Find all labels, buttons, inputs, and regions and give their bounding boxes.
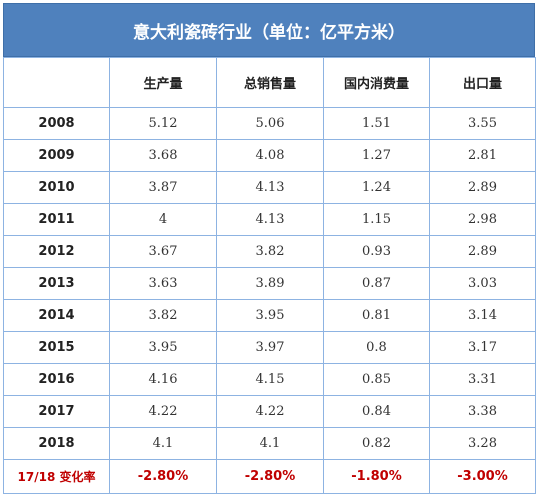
production-cell: 3.82 bbox=[109, 299, 217, 332]
table-row: 2013 3.63 3.89 0.87 3.03 bbox=[3, 267, 536, 300]
domestic-cell: 1.27 bbox=[323, 139, 430, 172]
change-total-sales-cell: -2.80% bbox=[216, 459, 324, 494]
header-cell-blank bbox=[3, 57, 110, 108]
production-cell: 3.68 bbox=[109, 139, 217, 172]
header-cell-total-sales: 总销售量 bbox=[216, 57, 324, 108]
change-domestic-cell: -1.80% bbox=[323, 459, 430, 494]
total-sales-cell: 4.13 bbox=[216, 171, 324, 204]
table-row: 2018 4.1 4.1 0.82 3.28 bbox=[3, 427, 536, 460]
total-sales-cell: 4.08 bbox=[216, 139, 324, 172]
production-cell: 3.87 bbox=[109, 171, 217, 204]
production-cell: 4 bbox=[109, 203, 217, 236]
header-cell-domestic: 国内消费量 bbox=[323, 57, 430, 108]
domestic-cell: 1.24 bbox=[323, 171, 430, 204]
table-title: 意大利瓷砖行业（单位：亿平方米） bbox=[3, 3, 535, 57]
change-rate-label: 17/18 变化率 bbox=[3, 459, 110, 494]
table-row: 2008 5.12 5.06 1.51 3.55 bbox=[3, 107, 536, 140]
table-row: 2014 3.82 3.95 0.81 3.14 bbox=[3, 299, 536, 332]
year-cell: 2012 bbox=[3, 235, 110, 268]
year-cell: 2017 bbox=[3, 395, 110, 428]
domestic-cell: 0.81 bbox=[323, 299, 430, 332]
domestic-cell: 0.87 bbox=[323, 267, 430, 300]
tile-industry-table-card: 意大利瓷砖行业（单位：亿平方米） 生产量 总销售量 国内消费量 出口量 2008… bbox=[3, 3, 536, 494]
total-sales-cell: 5.06 bbox=[216, 107, 324, 140]
table-row: 2011 4 4.13 1.15 2.98 bbox=[3, 203, 536, 236]
year-cell: 2014 bbox=[3, 299, 110, 332]
export-cell: 3.17 bbox=[429, 331, 536, 364]
table-row: 2015 3.95 3.97 0.8 3.17 bbox=[3, 331, 536, 364]
change-export-cell: -3.00% bbox=[429, 459, 536, 494]
total-sales-cell: 4.15 bbox=[216, 363, 324, 396]
domestic-cell: 0.85 bbox=[323, 363, 430, 396]
export-cell: 3.31 bbox=[429, 363, 536, 396]
production-cell: 4.22 bbox=[109, 395, 217, 428]
production-cell: 4.16 bbox=[109, 363, 217, 396]
change-rate-row: 17/18 变化率 -2.80% -2.80% -1.80% -3.00% bbox=[3, 459, 536, 494]
domestic-cell: 1.15 bbox=[323, 203, 430, 236]
header-row: 生产量 总销售量 国内消费量 出口量 bbox=[3, 57, 536, 108]
table-row: 2016 4.16 4.15 0.85 3.31 bbox=[3, 363, 536, 396]
total-sales-cell: 4.13 bbox=[216, 203, 324, 236]
year-cell: 2013 bbox=[3, 267, 110, 300]
export-cell: 3.55 bbox=[429, 107, 536, 140]
production-cell: 4.1 bbox=[109, 427, 217, 460]
header-cell-production: 生产量 bbox=[109, 57, 217, 108]
production-cell: 3.67 bbox=[109, 235, 217, 268]
total-sales-cell: 3.89 bbox=[216, 267, 324, 300]
data-table: 生产量 总销售量 国内消费量 出口量 2008 5.12 5.06 1.51 3… bbox=[3, 57, 536, 494]
table-row: 2012 3.67 3.82 0.93 2.89 bbox=[3, 235, 536, 268]
year-cell: 2015 bbox=[3, 331, 110, 364]
total-sales-cell: 4.1 bbox=[216, 427, 324, 460]
total-sales-cell: 3.82 bbox=[216, 235, 324, 268]
domestic-cell: 0.8 bbox=[323, 331, 430, 364]
table-row: 2017 4.22 4.22 0.84 3.38 bbox=[3, 395, 536, 428]
total-sales-cell: 4.22 bbox=[216, 395, 324, 428]
export-cell: 3.28 bbox=[429, 427, 536, 460]
total-sales-cell: 3.97 bbox=[216, 331, 324, 364]
export-cell: 2.89 bbox=[429, 171, 536, 204]
table-row: 2010 3.87 4.13 1.24 2.89 bbox=[3, 171, 536, 204]
production-cell: 5.12 bbox=[109, 107, 217, 140]
export-cell: 3.03 bbox=[429, 267, 536, 300]
domestic-cell: 0.82 bbox=[323, 427, 430, 460]
year-cell: 2008 bbox=[3, 107, 110, 140]
year-cell: 2010 bbox=[3, 171, 110, 204]
year-cell: 2011 bbox=[3, 203, 110, 236]
year-cell: 2018 bbox=[3, 427, 110, 460]
production-cell: 3.95 bbox=[109, 331, 217, 364]
export-cell: 3.38 bbox=[429, 395, 536, 428]
total-sales-cell: 3.95 bbox=[216, 299, 324, 332]
production-cell: 3.63 bbox=[109, 267, 217, 300]
header-cell-export: 出口量 bbox=[429, 57, 536, 108]
export-cell: 2.98 bbox=[429, 203, 536, 236]
export-cell: 2.89 bbox=[429, 235, 536, 268]
domestic-cell: 0.84 bbox=[323, 395, 430, 428]
year-cell: 2016 bbox=[3, 363, 110, 396]
domestic-cell: 0.93 bbox=[323, 235, 430, 268]
export-cell: 3.14 bbox=[429, 299, 536, 332]
table-row: 2009 3.68 4.08 1.27 2.81 bbox=[3, 139, 536, 172]
change-production-cell: -2.80% bbox=[109, 459, 217, 494]
domestic-cell: 1.51 bbox=[323, 107, 430, 140]
export-cell: 2.81 bbox=[429, 139, 536, 172]
year-cell: 2009 bbox=[3, 139, 110, 172]
